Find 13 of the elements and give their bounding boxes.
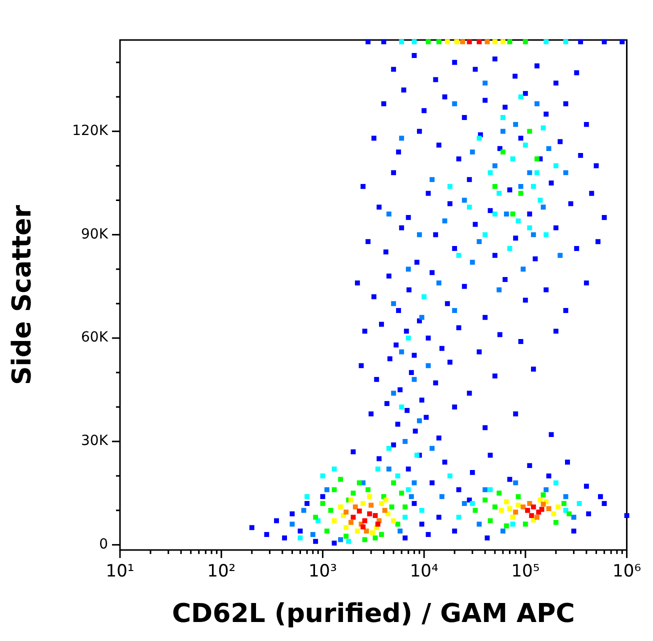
x-tick-label: 10⁴	[410, 562, 438, 582]
x-tick-label: 10¹	[106, 562, 134, 582]
x-tick-label: 10⁵	[511, 562, 540, 582]
x-tick-label: 10³	[308, 562, 337, 582]
y-tick-label: 90K	[81, 226, 109, 242]
x-tick-label: 10²	[207, 562, 236, 582]
x-tick-label: 10⁶	[612, 562, 642, 582]
y-axis-title: Side Scatter	[7, 204, 38, 385]
x-axis-title: CD62L (purified) / GAM APC	[172, 599, 575, 630]
y-tick-label: 0	[99, 536, 108, 552]
y-tick-label: 120K	[72, 122, 109, 139]
y-tick-label: 30K	[81, 433, 109, 450]
y-tick-label: 60K	[81, 330, 109, 346]
